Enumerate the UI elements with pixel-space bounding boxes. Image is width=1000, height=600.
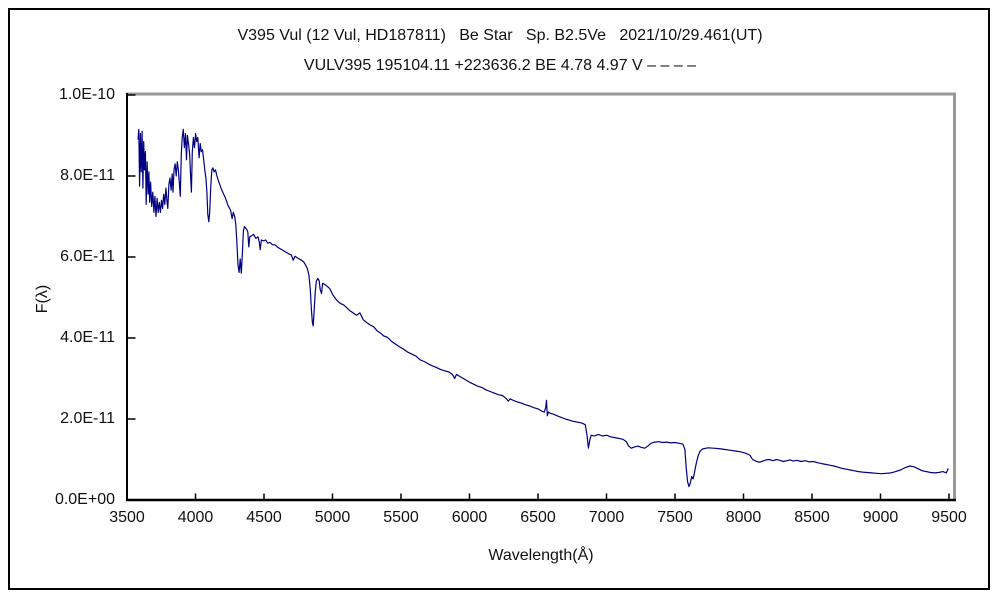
tick-marks <box>126 94 950 501</box>
x-tick-label: 5000 <box>314 509 351 526</box>
y-tick-label: 6.0E-11 <box>60 248 115 265</box>
x-tick-label: 6000 <box>451 509 488 526</box>
y-tick-label: 1.0E-10 <box>58 86 115 103</box>
x-tick-label: 3500 <box>109 509 145 526</box>
x-tick-label: 4500 <box>246 509 282 526</box>
x-tick-label: 8000 <box>725 509 762 526</box>
y-tick-label: 0.0E+00 <box>54 491 115 508</box>
x-tick-label: 9000 <box>862 509 899 526</box>
x-axis-title: Wavelength(Å) <box>488 547 594 564</box>
x-tick-label: 9500 <box>931 509 967 526</box>
x-tick-label: 4000 <box>177 509 214 526</box>
chart-title: V395 Vul (12 Vul, HD187811) Be Star Sp. … <box>237 27 763 44</box>
x-tick-label: 7500 <box>657 509 693 526</box>
spectrum-line <box>137 128 949 488</box>
y-tick-label: 4.0E-11 <box>60 329 115 346</box>
x-tick-label: 8500 <box>794 509 830 526</box>
x-tick-label: 6500 <box>520 509 556 526</box>
figure-border <box>8 8 990 590</box>
x-tick-label: 7000 <box>588 509 625 526</box>
x-tick-label: 5500 <box>383 509 419 526</box>
y-axis-title: F(λ) <box>34 284 51 314</box>
chart-subtitle: VULV395 195104.11 +223636.2 BE 4.78 4.97… <box>303 57 697 74</box>
y-tick-label: 8.0E-11 <box>60 167 115 184</box>
y-tick-label: 2.0E-11 <box>60 410 115 427</box>
